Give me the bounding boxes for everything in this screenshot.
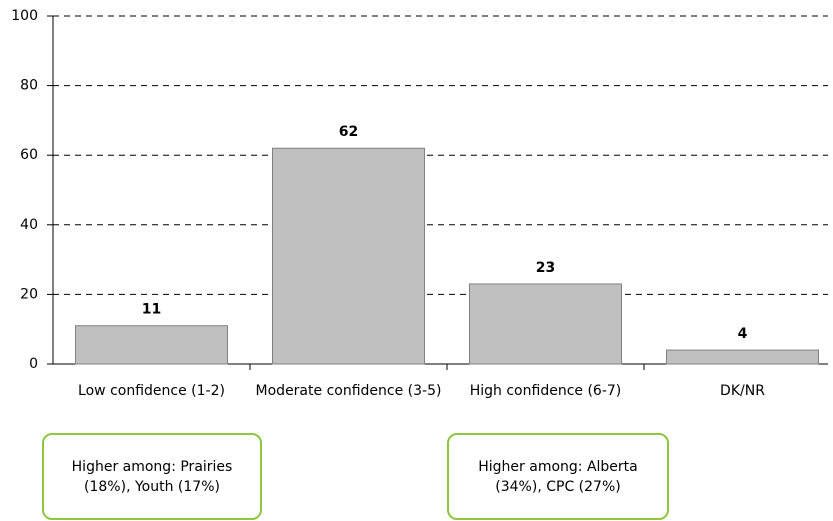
- data-label: 23: [536, 260, 555, 276]
- y-tick-label: 100: [11, 8, 38, 24]
- y-tick-label: 0: [29, 356, 38, 372]
- bar: [272, 147, 425, 365]
- x-tick-label: Low confidence (1-2): [78, 383, 225, 399]
- bar: [469, 283, 622, 365]
- y-tick-label: 20: [20, 286, 38, 302]
- x-tick-label: High confidence (6-7): [469, 383, 622, 399]
- annotation: Higher among: Alberta (34%), CPC (27%): [447, 433, 669, 520]
- y-tick-label: 80: [20, 78, 38, 94]
- annotation: Higher among: Prairies (18%), Youth (17%…: [42, 433, 262, 520]
- bar: [75, 325, 228, 365]
- x-tick-label: Moderate confidence (3-5): [255, 383, 442, 399]
- data-label: 11: [142, 302, 161, 318]
- y-tick-label: 60: [20, 147, 38, 163]
- x-tick-label: DK/NR: [720, 383, 765, 399]
- data-label: 4: [738, 326, 748, 342]
- y-tick-label: 40: [20, 217, 38, 233]
- data-label: 62: [339, 124, 358, 140]
- bar: [666, 349, 819, 365]
